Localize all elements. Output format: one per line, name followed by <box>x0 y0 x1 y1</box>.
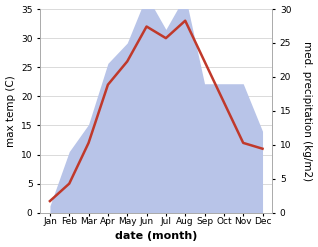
Y-axis label: max temp (C): max temp (C) <box>5 75 16 147</box>
X-axis label: date (month): date (month) <box>115 231 197 242</box>
Y-axis label: med. precipitation (kg/m2): med. precipitation (kg/m2) <box>302 41 313 181</box>
